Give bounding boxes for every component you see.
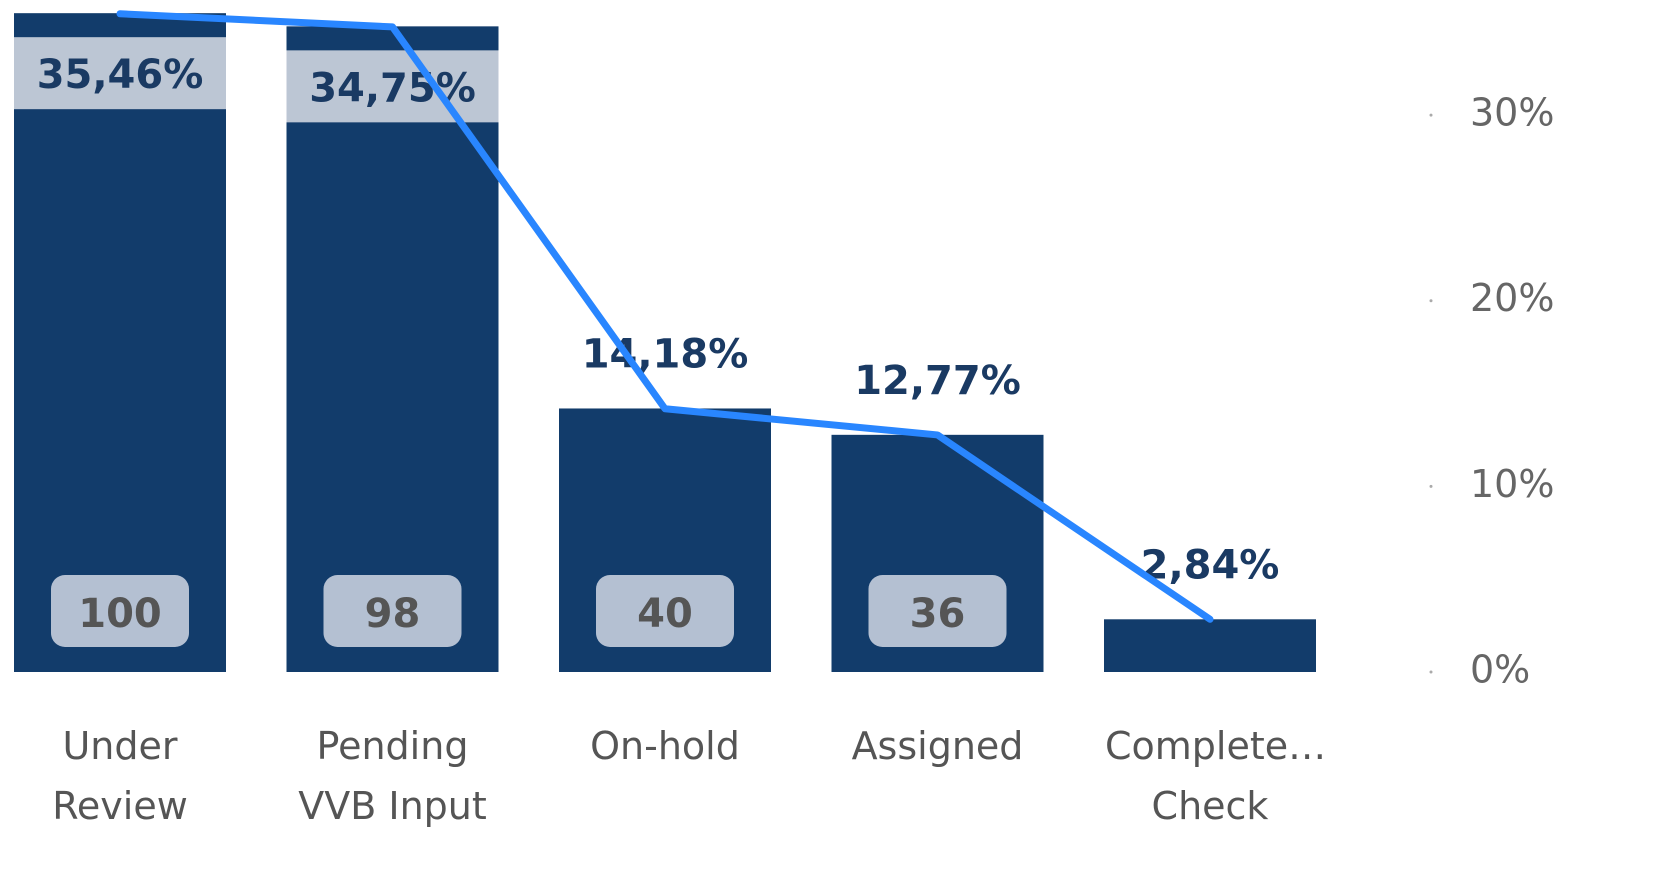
- bar: [14, 13, 226, 673]
- x-tick-label: Assigned: [851, 724, 1024, 768]
- y2-tick-label: 0%: [1470, 648, 1530, 692]
- count-label-bg: [868, 575, 1007, 647]
- value-label: 2,84%: [1141, 542, 1280, 588]
- y2-tick-label: 30%: [1470, 91, 1554, 135]
- x-tick-label: Complete… Check: [1105, 724, 1327, 828]
- count-label-bg: [323, 575, 462, 647]
- y2-tick-label: 10%: [1470, 462, 1554, 506]
- value-label: 35,46%: [37, 52, 204, 98]
- y2-tick-mark: [1429, 484, 1433, 488]
- y2-tick-mark: [1429, 299, 1433, 303]
- value-label-bg: [14, 37, 226, 110]
- line: [116, 10, 1214, 623]
- x-tick-label: Pending VVB Input: [298, 724, 487, 828]
- x-tick-label: On-hold: [590, 724, 740, 768]
- value-label-bg: [286, 50, 499, 123]
- count-label: 36: [910, 591, 966, 637]
- x-tick-label: Under Review: [52, 724, 188, 828]
- count-label-bg: [51, 575, 189, 647]
- y2-tick-mark: [1429, 670, 1433, 674]
- count-label: 100: [78, 591, 162, 637]
- bar: [286, 26, 499, 672]
- y2-tick-mark: [1429, 113, 1433, 117]
- count-label: 98: [365, 591, 421, 637]
- y2-tick-label: 20%: [1470, 276, 1554, 320]
- count-label-bg: [596, 575, 734, 647]
- count-label: 40: [637, 591, 693, 637]
- value-label: 14,18%: [582, 331, 749, 377]
- value-label: 12,77%: [854, 358, 1021, 404]
- bar: [1104, 619, 1316, 672]
